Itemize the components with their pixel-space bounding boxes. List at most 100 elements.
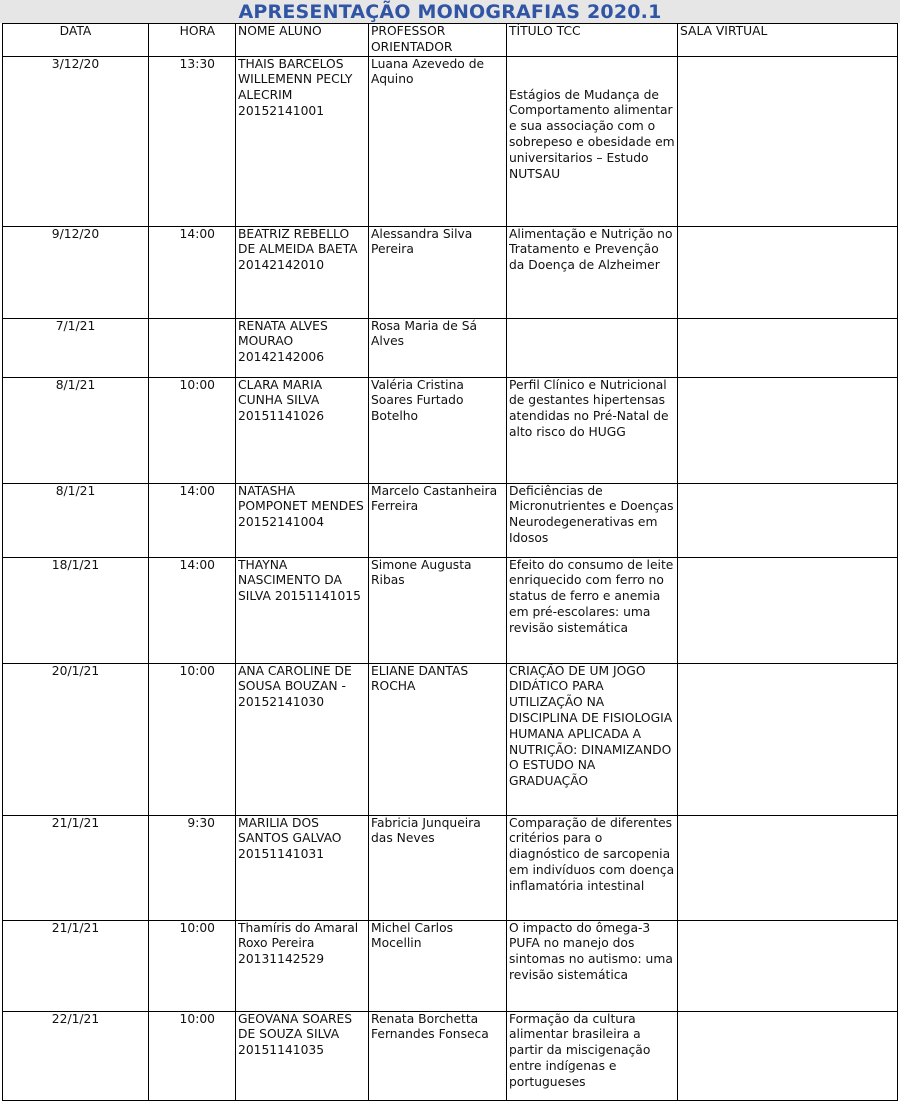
table-row: 18/1/21 14:00 THAYNA NASCIMENTO DA SILVA 2… [2, 556, 898, 664]
cell-orientador: Valéria Cristina Soares Furtado Botelho [368, 376, 507, 484]
cell-data-text: 20/1/21 [51, 663, 100, 678]
cell-aluno: NATASHA POMPONET MENDES 20152141004 [235, 482, 369, 558]
header-nome-aluno: NOME ALUNO [235, 23, 369, 57]
cell-aluno: ANA CAROLINE DE SOUSA BOUZAN - 201521410… [235, 662, 369, 816]
cell-titulo: Formação da cultura alimentar brasileira… [506, 1010, 678, 1101]
cell-aluno-text: ANA CAROLINE DE SOUSA BOUZAN - 201521410… [238, 663, 352, 710]
header-row: DATA HORA NOME ALUNO PROFESSOR ORIENTADO… [2, 23, 898, 57]
cell-hora: 10:00 [148, 376, 236, 484]
cell-hora: 14:00 [148, 482, 236, 558]
cell-aluno-text: THAYNA NASCIMENTO DA SILVA 20151141015 [238, 557, 361, 604]
table-row: 8/1/21 14:00 NATASHA POMPONET MENDES 20152… [2, 482, 898, 558]
cell-aluno-text: BEATRIZ REBELLO DE ALMEIDA BAETA 2014214… [238, 226, 358, 273]
cell-titulo: Alimentação e Nutrição no Tratamento e P… [506, 225, 678, 319]
cell-titulo-text: O impacto do ômega-3 PUFA no manejo dos … [509, 920, 673, 982]
cell-data: 7/1/21 [2, 317, 149, 378]
cell-titulo-text: Formação da cultura alimentar brasileira… [509, 1011, 651, 1089]
cell-data: 3/12/20 [2, 55, 149, 227]
cell-orientador-text: Fabricia Junqueira das Neves [371, 815, 481, 846]
cell-hora-text: 10:00 [179, 663, 215, 678]
table-row: 21/1/21 10:00 Thamíris do Amaral Roxo Pere… [2, 919, 898, 1012]
cell-hora-text: 14:00 [179, 483, 215, 498]
cell-titulo [506, 317, 678, 378]
cell-sala-text [680, 378, 895, 482]
cell-sala [677, 556, 898, 664]
cell-sala-text [680, 664, 895, 814]
cell-sala-text [680, 57, 895, 195]
table-row: 9/12/20 14:00 BEATRIZ REBELLO DE ALMEIDA B… [2, 225, 898, 319]
cell-titulo-text: CRIAÇÃO DE UM JOGO DIDÁTICO PARA UTILIZA… [509, 663, 673, 789]
cell-hora-text: 13:30 [179, 56, 215, 71]
cell-titulo-text: Alimentação e Nutrição no Tratamento e P… [509, 226, 673, 273]
cell-sala-text [680, 227, 895, 317]
cell-aluno: THAIS BARCELOS WILLEMENN PECLY ALECRIM 2… [235, 55, 369, 227]
cell-data-text: 21/1/21 [51, 815, 100, 830]
cell-aluno-text: CLARA MARIA CUNHA SILVA 20151141026 [238, 377, 325, 424]
cell-aluno-text: NATASHA POMPONET MENDES 20152141004 [238, 483, 364, 530]
cell-titulo: CRIAÇÃO DE UM JOGO DIDÁTICO PARA UTILIZA… [506, 662, 678, 816]
cell-sala-text [680, 558, 895, 662]
cell-hora: 10:00 [148, 662, 236, 816]
cell-orientador: Alessandra Silva Pereira [368, 225, 507, 319]
cell-titulo-text: Deficiências de Micronutrientes e Doença… [509, 483, 674, 545]
header-hora: HORA [148, 23, 236, 57]
cell-orientador: Michel Carlos Mocellin [368, 919, 507, 1012]
cell-titulo: O impacto do ômega-3 PUFA no manejo dos … [506, 919, 678, 1012]
cell-hora-text: 9:30 [187, 815, 215, 830]
table-row: 21/1/21 9:30 MARILIA DOS SANTOS GALVAO 201… [2, 814, 898, 921]
cell-orientador: Luana Azevedo de Aquino [368, 55, 507, 227]
cell-data-text: 8/1/21 [55, 377, 96, 392]
cell-data-text: 3/12/20 [51, 56, 100, 71]
cell-aluno: Thamíris do Amaral Roxo Pereira 20131142… [235, 919, 369, 1012]
cell-aluno-text: GEOVANA SOARES DE SOUZA SILVA 2015114103… [238, 1011, 353, 1058]
cell-data-text: 7/1/21 [55, 318, 96, 333]
cell-orientador-text: Michel Carlos Mocellin [371, 920, 453, 951]
cell-sala-text [680, 816, 895, 919]
cell-titulo: Perfil Clínico e Nutricional de gestante… [506, 376, 678, 484]
schedule-table: DATA HORA NOME ALUNO PROFESSOR ORIENTADO… [2, 23, 898, 1101]
cell-sala-text [680, 484, 895, 556]
cell-titulo-text: Comparação de diferentes critérios para … [509, 815, 675, 893]
cell-data: 22/1/21 [2, 1010, 149, 1101]
cell-hora-text: 14:00 [179, 557, 215, 572]
cell-titulo-text: Efeito do consumo de leite enriquecido c… [509, 557, 674, 635]
page-title: APRESENTAÇÃO MONOGRAFIAS 2020.1 [238, 1, 662, 23]
cell-aluno-text: THAIS BARCELOS WILLEMENN PECLY ALECRIM 2… [238, 56, 353, 118]
cell-data-text: 9/12/20 [51, 226, 100, 241]
cell-orientador-text: ELIANE DANTAS ROCHA [371, 663, 469, 694]
header-professor: PROFESSOR ORIENTADOR [368, 23, 507, 57]
cell-titulo: Estágios de Mudança de Comportamento ali… [506, 55, 678, 227]
header-sala: SALA VIRTUAL [677, 23, 898, 57]
cell-hora [148, 317, 236, 378]
cell-aluno: MARILIA DOS SANTOS GALVAO 20151141031 [235, 814, 369, 921]
cell-orientador-text: Valéria Cristina Soares Furtado Botelho [371, 377, 464, 424]
cell-sala-text [680, 921, 895, 1010]
cell-sala-text [680, 1012, 895, 1099]
cell-orientador: Fabricia Junqueira das Neves [368, 814, 507, 921]
cell-orientador-text: Simone Augusta Ribas [371, 557, 472, 588]
table-row: 22/1/21 10:00 GEOVANA SOARES DE SOUZA SILV… [2, 1010, 898, 1101]
cell-aluno-text: RENATA ALVES MOURAO 20142142006 [238, 318, 328, 365]
cell-hora: 9:30 [148, 814, 236, 921]
cell-sala [677, 225, 898, 319]
cell-hora-text: 10:00 [179, 920, 215, 935]
cell-aluno: RENATA ALVES MOURAO 20142142006 [235, 317, 369, 378]
cell-hora: 10:00 [148, 919, 236, 1012]
cell-hora-text: 14:00 [179, 226, 215, 241]
cell-orientador-text: Alessandra Silva Pereira [371, 226, 473, 257]
cell-orientador-text: Luana Azevedo de Aquino [371, 56, 485, 87]
cell-orientador-text: Rosa Maria de Sá Alves [371, 318, 478, 349]
header-titulo: TÍTULO TCC [506, 23, 678, 57]
table-row: 3/12/20 13:30 THAIS BARCELOS WILLEMENN PEC… [2, 55, 898, 227]
cell-sala [677, 376, 898, 484]
cell-sala [677, 919, 898, 1012]
cell-orientador: Simone Augusta Ribas [368, 556, 507, 664]
cell-aluno: GEOVANA SOARES DE SOUZA SILVA 2015114103… [235, 1010, 369, 1101]
cell-data-text: 18/1/21 [51, 557, 100, 572]
cell-orientador: Renata Borchetta Fernandes Fonseca [368, 1010, 507, 1101]
cell-orientador: Rosa Maria de Sá Alves [368, 317, 507, 378]
cell-sala [677, 662, 898, 816]
cell-data-text: 8/1/21 [55, 483, 96, 498]
cell-titulo: Comparação de diferentes critérios para … [506, 814, 678, 921]
cell-sala [677, 482, 898, 558]
